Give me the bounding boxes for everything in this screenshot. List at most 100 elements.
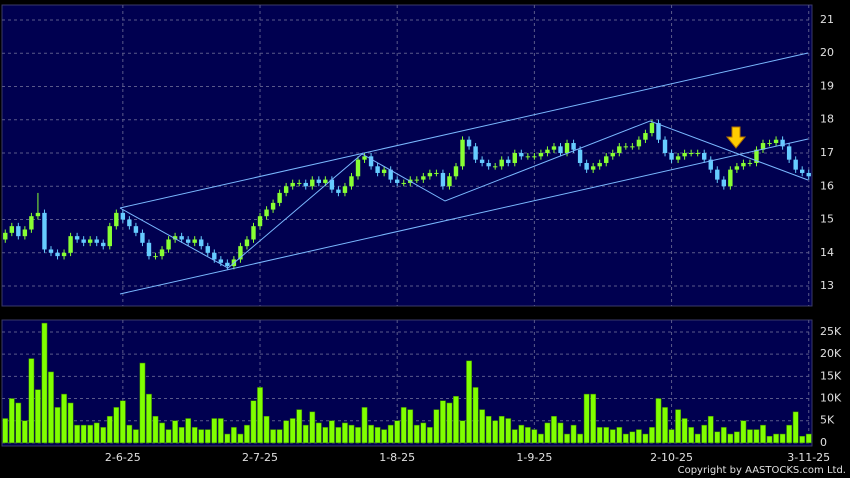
x-tick-label: 2-7-25 [242, 451, 278, 464]
candle-body [375, 166, 380, 173]
candle-body [185, 239, 191, 243]
candle-body [427, 172, 433, 177]
volume-bar [87, 424, 94, 444]
candle-body [479, 159, 485, 163]
volume-bar [244, 424, 250, 444]
candle-body [127, 219, 132, 227]
signal-arrow [725, 126, 747, 149]
volume-bar [727, 433, 734, 444]
volume-bar [753, 429, 760, 444]
volume-bar [479, 409, 485, 444]
volume-bar [557, 422, 564, 444]
volume-bar [191, 427, 198, 444]
candle-body [434, 172, 439, 174]
y-tick-label: 0 [820, 436, 827, 449]
volume-bar [133, 429, 139, 444]
volume-bar [15, 402, 22, 444]
candle-body [329, 179, 335, 190]
candle-body [212, 252, 217, 260]
volume-bar [263, 416, 270, 444]
volume-bar [152, 416, 159, 444]
volume-bar [309, 411, 316, 444]
volume-bar [668, 429, 675, 444]
volume-bar [394, 420, 401, 444]
candle-body [636, 139, 642, 147]
volume-bar [381, 429, 387, 444]
candle-body [571, 143, 576, 150]
candle-body [584, 162, 589, 170]
volume-bar [773, 433, 779, 444]
candle-body [401, 182, 406, 184]
volume-bar [564, 433, 570, 444]
candle-body [669, 153, 674, 160]
volume-bar [289, 418, 296, 444]
y-tick-label: 20K [820, 347, 842, 360]
volume-bar [701, 424, 708, 444]
volume-bar [74, 424, 80, 444]
volume-bar [596, 427, 603, 444]
candle-body [421, 176, 426, 180]
candle-body [721, 179, 727, 187]
candle-body [767, 143, 772, 145]
volume-bar [296, 409, 303, 444]
candle-body [114, 212, 119, 227]
volume-bar [681, 418, 688, 444]
candle-body [688, 153, 694, 155]
volume-bar [805, 433, 812, 444]
volume-bar [453, 396, 459, 444]
candle-body [192, 239, 197, 243]
candle-body [303, 182, 308, 187]
volume-bar [747, 429, 753, 444]
volume-bar [779, 433, 786, 444]
volume-bar [113, 407, 120, 444]
candle-body [682, 153, 687, 157]
candle-body [728, 169, 733, 187]
volume-bar [283, 420, 290, 444]
volume-bar [172, 420, 178, 444]
candle-body [74, 236, 80, 240]
volume-bar [707, 416, 714, 444]
volume-bar [342, 422, 348, 444]
volume-bar [675, 409, 681, 444]
candle-body [453, 166, 459, 177]
volume-bar [524, 427, 531, 444]
volume-bar [374, 427, 381, 444]
volume-bar [368, 424, 374, 444]
volume-bar [440, 400, 446, 444]
copyright: Copyright by AASTOCKS.com Ltd. [678, 465, 846, 476]
candle-body [473, 146, 478, 160]
candle-body [283, 186, 289, 193]
candle-body [251, 226, 256, 240]
candle-body [793, 159, 798, 170]
candle-body [558, 146, 563, 154]
volume-bar [41, 322, 48, 444]
volume-bar [694, 433, 701, 444]
candle-body [179, 236, 184, 240]
y-tick-label: 25K [820, 325, 842, 338]
x-tick-label: 2-10-25 [650, 451, 693, 464]
candle-body [512, 153, 517, 163]
volume-bar [2, 418, 9, 444]
y-tick-label: 10K [820, 392, 842, 405]
volume-bar [570, 424, 577, 444]
volume-bar [531, 429, 538, 444]
y-tick-label: 17 [820, 146, 834, 159]
volume-bar [28, 358, 35, 444]
candle-body [715, 169, 720, 180]
volume-bar [590, 393, 597, 444]
volume-bar [642, 433, 649, 444]
candle-body [532, 156, 537, 158]
volume-bar [80, 424, 87, 444]
volume-bar [93, 422, 100, 444]
volume-bar [335, 427, 342, 444]
candle-body [538, 153, 544, 157]
y-tick-label: 5K [820, 414, 835, 427]
candle-body [277, 192, 282, 203]
volume-bar [224, 433, 231, 444]
candle-body [734, 166, 740, 170]
volume-bar [583, 393, 590, 444]
candle-body [662, 139, 668, 154]
candle-body [773, 139, 779, 144]
candle-body [87, 239, 93, 243]
volume-bar [720, 427, 727, 444]
